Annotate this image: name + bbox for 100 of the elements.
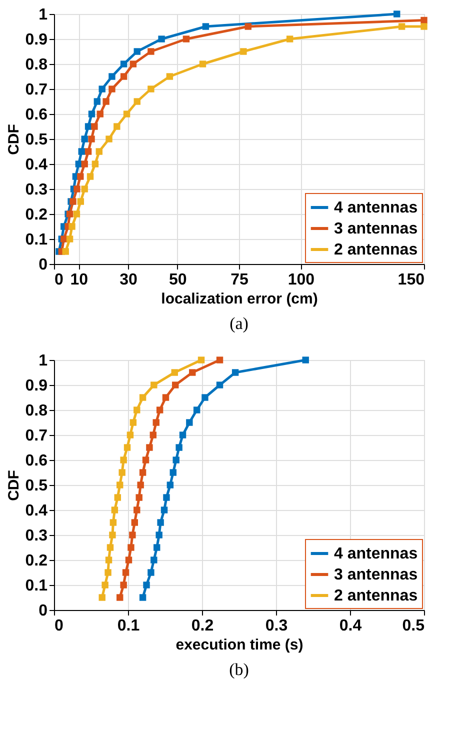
- x-tick-label: 100: [288, 272, 315, 288]
- point: [118, 469, 126, 476]
- point: [137, 482, 144, 488]
- point: [109, 532, 116, 538]
- point: [131, 519, 138, 526]
- x-axis-title: localization error (cm): [161, 290, 318, 308]
- point: [146, 444, 153, 451]
- y-tick-label: 0.3: [25, 182, 48, 198]
- y-tick-label: 0.5: [25, 132, 48, 148]
- legend-label: 4 antennas: [334, 546, 418, 562]
- point: [150, 556, 158, 564]
- x-tick-label: 0: [54, 272, 64, 288]
- x-tick-label: 0.3: [265, 618, 288, 634]
- point: [139, 594, 146, 601]
- legend-label: 3 antennas: [334, 220, 418, 238]
- point: [157, 519, 164, 526]
- point: [156, 532, 162, 538]
- point: [186, 419, 193, 426]
- point: [172, 456, 180, 464]
- y-tick-label: 0.9: [25, 378, 48, 394]
- point: [139, 469, 146, 476]
- point: [198, 356, 205, 364]
- legend-label: 2 antennas: [334, 242, 418, 258]
- y-tick-label: 0.8: [25, 56, 48, 74]
- point: [143, 582, 150, 588]
- y-tick-label: 0.6: [25, 452, 48, 470]
- y-axis-title: CDF: [5, 470, 22, 501]
- point: [98, 594, 106, 601]
- y-tick-label: 0.7: [25, 428, 48, 444]
- point: [111, 506, 118, 514]
- point: [139, 394, 146, 401]
- point: [128, 544, 134, 551]
- y-tick-label: 0.1: [25, 578, 48, 594]
- point: [156, 406, 164, 414]
- point: [130, 419, 137, 426]
- point: [171, 369, 178, 376]
- x-tick-label: 0.4: [339, 618, 362, 634]
- point: [176, 444, 182, 451]
- x-tick-label: 0.1: [117, 618, 140, 634]
- point: [179, 432, 186, 438]
- y-axis-title: CDF: [5, 124, 22, 155]
- point: [202, 394, 208, 401]
- point: [105, 556, 112, 564]
- point: [102, 582, 108, 588]
- point: [148, 569, 154, 576]
- x-tick-label: 10: [70, 272, 88, 288]
- y-tick-label: 0.5: [25, 478, 48, 494]
- point: [170, 469, 176, 476]
- point: [134, 406, 140, 414]
- legend-label: 4 antennas: [334, 200, 418, 216]
- y-tick-label: 0: [38, 602, 48, 620]
- point: [162, 394, 170, 401]
- x-tick-label: 150: [398, 272, 425, 288]
- point: [106, 544, 114, 551]
- text: (b): [229, 660, 249, 679]
- x-tick-label: 0: [54, 618, 64, 634]
- y-tick-label: 1: [38, 352, 48, 370]
- x-tick-label: 0.5: [402, 618, 425, 634]
- point: [152, 419, 160, 426]
- point: [232, 369, 239, 376]
- y-tick-label: 0.2: [25, 552, 48, 570]
- point: [172, 382, 179, 388]
- x-axis-title: execution time (s): [176, 636, 304, 654]
- point: [122, 569, 130, 576]
- point: [150, 432, 157, 438]
- point: [124, 444, 131, 451]
- point: [116, 594, 124, 601]
- legend-label: 2 antennas: [334, 588, 418, 604]
- point: [189, 369, 196, 376]
- x-tick-label: 50: [168, 272, 187, 288]
- point: [160, 506, 168, 514]
- point: [120, 582, 127, 588]
- point: [134, 506, 140, 514]
- y-tick-label: 0.3: [25, 528, 48, 544]
- point: [163, 494, 170, 501]
- point: [166, 482, 174, 488]
- point: [216, 382, 224, 388]
- y-tick-label: 1: [38, 6, 48, 24]
- point: [104, 569, 112, 576]
- legend-label: 3 antennas: [334, 566, 418, 584]
- x-tick-label: 30: [120, 272, 138, 288]
- y-tick-label: 0.6: [25, 106, 48, 124]
- point: [120, 456, 127, 464]
- point: [216, 356, 224, 364]
- y-tick-label: 0.8: [25, 402, 48, 420]
- text: (a): [230, 314, 248, 333]
- point: [193, 406, 200, 414]
- y-tick-label: 0.4: [25, 156, 48, 174]
- y-tick-label: 0.2: [25, 206, 48, 224]
- point: [114, 494, 121, 501]
- y-tick-label: 0.7: [25, 82, 48, 98]
- point: [125, 556, 132, 564]
- point: [136, 494, 142, 501]
- point: [154, 544, 160, 551]
- x-tick-label: 0.2: [191, 618, 214, 634]
- y-tick-label: 0: [38, 256, 48, 274]
- point: [116, 482, 124, 488]
- point: [126, 432, 134, 438]
- point: [129, 532, 136, 538]
- y-tick-label: 0.1: [25, 232, 48, 248]
